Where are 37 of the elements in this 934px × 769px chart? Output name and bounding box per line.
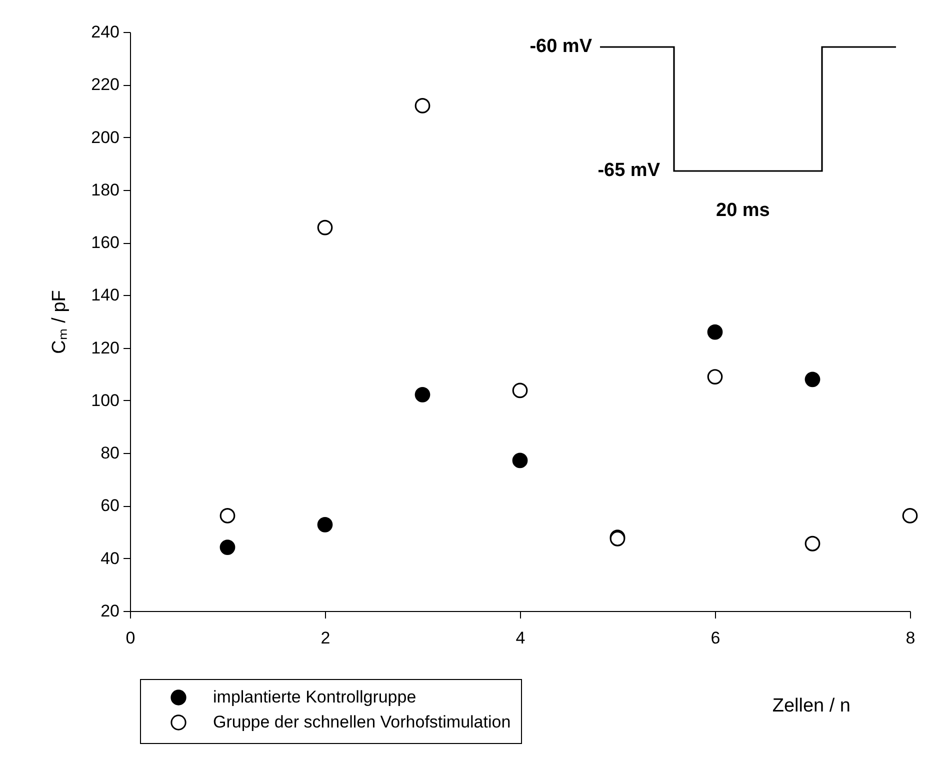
point (220, 508, 236, 524)
point (414, 386, 430, 402)
y-tick-label: 100 (91, 390, 120, 410)
point (220, 540, 236, 555)
x-tick-label: 2 (320, 628, 330, 648)
x-tick-label: 4 (516, 628, 526, 648)
y-tick-label: 240 (91, 22, 120, 42)
x-axis-title: Zellen / n (772, 696, 850, 716)
y-tick-label: 220 (91, 75, 120, 94)
y-tick-label: 60 (100, 496, 120, 516)
y-tick-label: 80 (100, 444, 120, 463)
point (707, 324, 723, 340)
y-tick-label: 20 (100, 602, 120, 620)
y-tick-label: 160 (91, 233, 120, 252)
x-tick-label: 8 (906, 628, 916, 648)
annotation: -60 mV (530, 36, 592, 58)
point (317, 517, 333, 532)
point (707, 369, 723, 384)
point (512, 382, 528, 398)
y-tick-label: 140 (91, 286, 120, 305)
annotation: 20 ms (716, 200, 770, 222)
point (512, 452, 528, 468)
y-tick-label: 200 (91, 128, 120, 147)
y-tick-label: 40 (100, 548, 120, 568)
point (804, 372, 820, 388)
point (804, 536, 820, 552)
annotation: -65 mV (598, 160, 660, 182)
x-tick-label: 0 (126, 628, 136, 648)
legend-label: Gruppe der schnellen Vorhofstimulation (213, 712, 511, 732)
point (317, 220, 333, 236)
legend-label: implantierte Kontrollgruppe (213, 688, 416, 706)
y-axis-title: Cₘ / pF (49, 290, 70, 354)
y-tick-label: 180 (91, 180, 120, 200)
point (902, 508, 918, 524)
point (414, 98, 430, 114)
y-tick-label: 120 (91, 338, 120, 358)
x-tick-label: 6 (710, 628, 720, 648)
